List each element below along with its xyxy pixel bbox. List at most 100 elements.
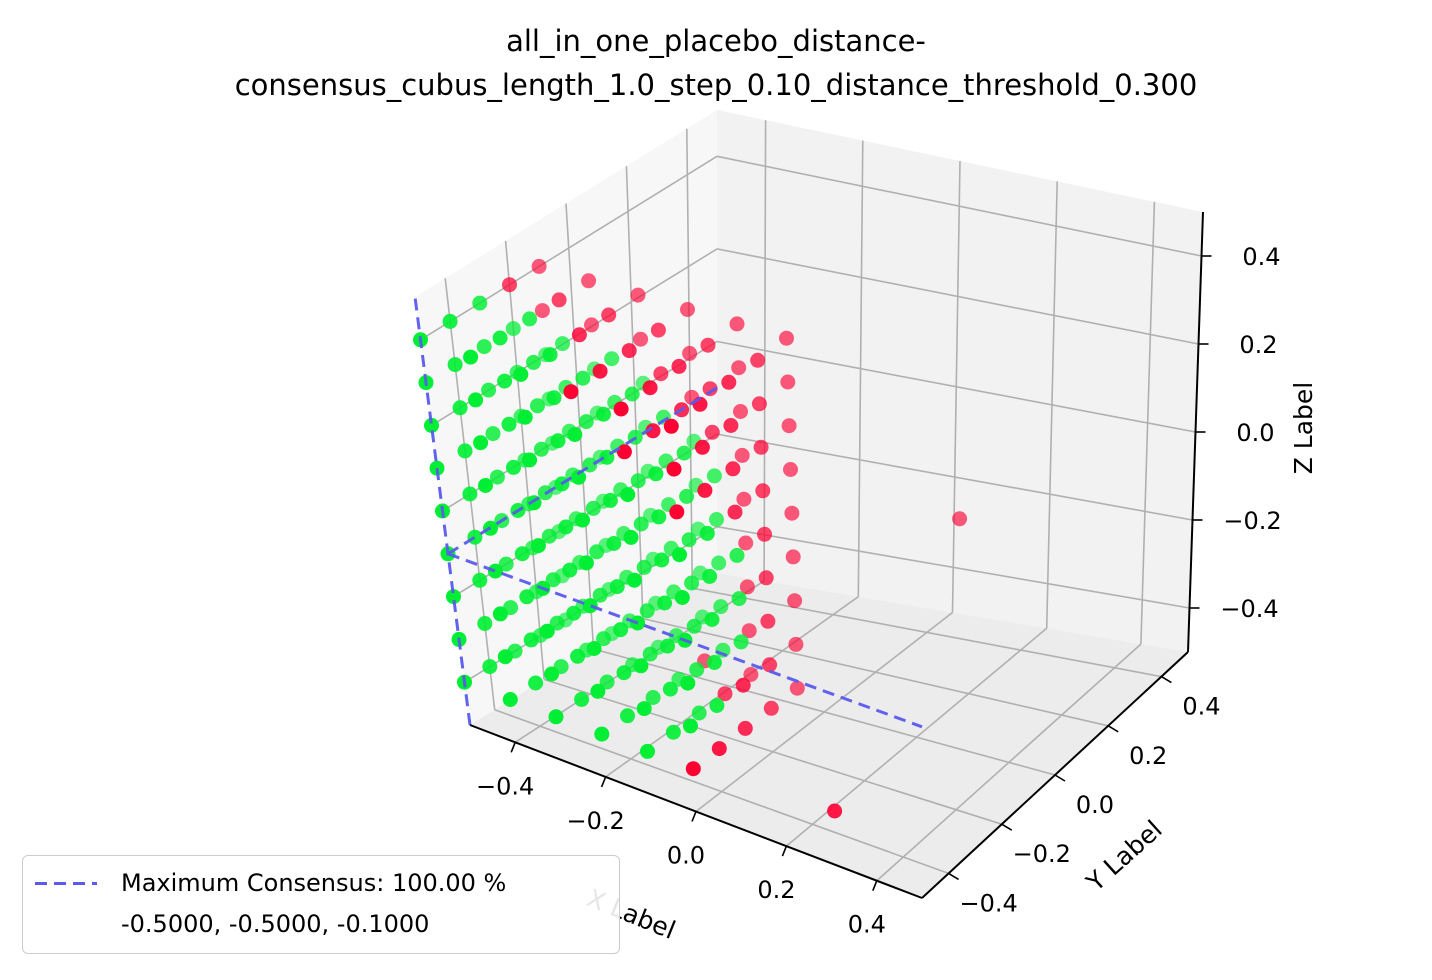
data-point <box>630 287 646 303</box>
data-point <box>590 683 606 699</box>
data-point <box>601 307 617 323</box>
data-point <box>555 336 570 352</box>
back-pane <box>717 110 1203 652</box>
data-point <box>709 512 724 527</box>
grid-z-back-3 <box>716 248 1199 345</box>
data-point <box>546 390 562 406</box>
data-point <box>604 351 620 367</box>
grid-z-back-2 <box>716 340 1196 433</box>
y-axis-label: Y Label <box>1080 815 1168 898</box>
data-point <box>574 691 590 707</box>
data-point <box>544 666 560 682</box>
data-point <box>589 544 605 560</box>
data-point <box>665 724 681 740</box>
data-point <box>542 347 558 363</box>
max-line-z <box>413 296 472 726</box>
data-point <box>578 555 594 571</box>
data-point <box>477 616 493 631</box>
data-point <box>733 404 748 419</box>
data-point <box>446 589 461 605</box>
data-point <box>482 659 498 675</box>
data-point <box>522 311 538 327</box>
data-point <box>613 622 629 638</box>
data-point <box>633 658 649 674</box>
data-point <box>680 675 696 691</box>
data-point <box>575 370 591 386</box>
data-point <box>592 363 608 379</box>
data-point <box>650 322 666 338</box>
data-point <box>513 366 529 382</box>
z-tick-label: 0.2 <box>1239 331 1277 359</box>
data-point <box>642 380 658 396</box>
data-point <box>729 547 745 563</box>
data-point <box>702 381 718 397</box>
data-point <box>648 466 664 482</box>
data-point <box>739 579 755 595</box>
grid-z-left-4 <box>420 155 718 341</box>
data-point <box>639 603 655 619</box>
data-point <box>702 568 718 584</box>
data-point <box>522 452 538 468</box>
data-point <box>581 273 597 289</box>
data-point <box>727 504 743 520</box>
data-point <box>492 330 508 346</box>
data-point <box>704 612 720 627</box>
data-point <box>584 317 599 333</box>
data-point <box>526 354 541 370</box>
y-tick-label: 0.4 <box>1182 693 1220 721</box>
data-point <box>478 478 493 493</box>
data-point <box>645 690 661 705</box>
chart-title-line-1: all_in_one_placebo_distance- <box>506 24 926 58</box>
max-line-x <box>447 552 923 729</box>
data-point <box>689 662 705 678</box>
data-point <box>549 615 565 631</box>
data-point <box>467 529 483 545</box>
data-point <box>827 803 843 819</box>
data-point <box>463 349 479 365</box>
data-point <box>781 418 797 434</box>
data-point <box>784 505 800 521</box>
data-point <box>502 277 517 293</box>
data-point <box>586 641 602 656</box>
data-point <box>514 546 530 562</box>
data-point <box>498 556 514 572</box>
data-point <box>462 486 478 502</box>
data-point <box>753 439 769 455</box>
x-tick-mark <box>781 845 788 857</box>
data-point <box>721 374 737 390</box>
data-point <box>657 595 673 611</box>
data-point <box>704 424 720 440</box>
tick-labels: −0.4−0.4−0.4−0.2−0.2−0.20.00.00.00.20.20… <box>476 243 1282 939</box>
legend-dashed-line-icon <box>35 882 97 885</box>
data-point <box>472 295 488 311</box>
data-point <box>566 605 582 621</box>
data-point <box>783 462 798 477</box>
data-points <box>413 258 968 819</box>
data-point <box>485 426 501 442</box>
x-tick-mark <box>872 880 878 891</box>
data-point <box>613 401 629 417</box>
data-point <box>578 414 594 430</box>
data-point <box>683 718 698 734</box>
data-point <box>502 692 518 707</box>
data-point <box>780 374 796 390</box>
data-point <box>424 417 439 433</box>
data-point <box>713 599 729 615</box>
data-point <box>674 590 690 605</box>
data-point <box>731 591 747 607</box>
data-point <box>686 618 702 634</box>
data-point <box>679 488 695 504</box>
data-point <box>492 606 508 622</box>
data-point <box>697 482 713 498</box>
data-point <box>616 665 632 681</box>
data-point <box>653 366 669 382</box>
data-point <box>481 382 497 398</box>
data-point <box>733 634 749 650</box>
data-point <box>447 357 463 373</box>
y-tick-label: 0.0 <box>1076 791 1114 819</box>
data-point <box>548 709 564 725</box>
data-point <box>457 443 473 459</box>
data-point <box>789 680 805 696</box>
data-point <box>682 345 698 361</box>
